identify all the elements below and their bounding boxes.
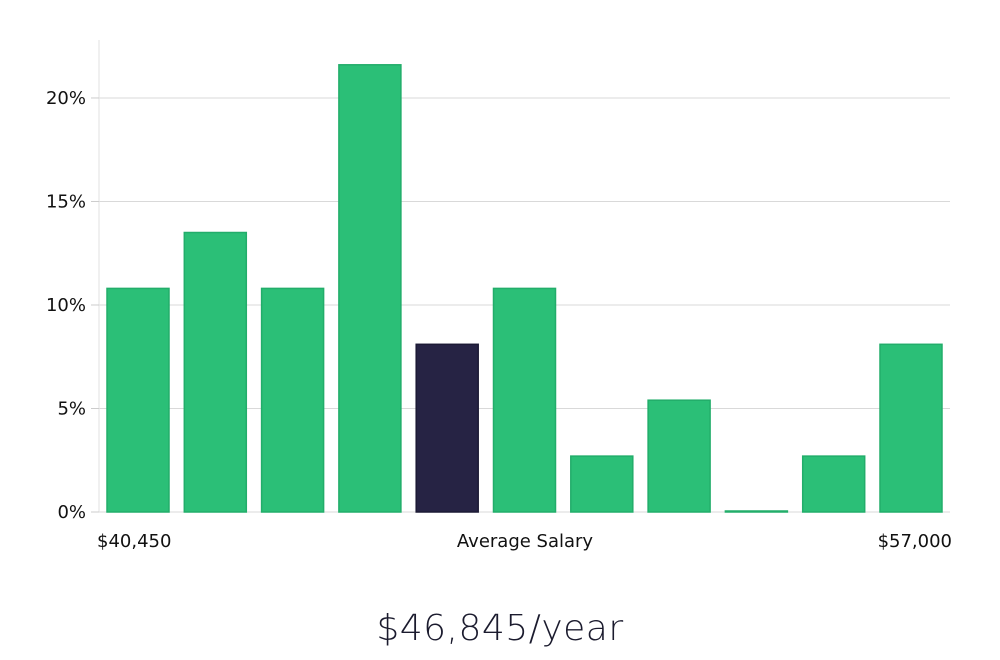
x-axis-title: Average Salary [457,531,594,552]
y-tick-label: 10% [46,295,86,316]
y-tick-label: 15% [46,191,86,212]
bar-average-salary [415,343,479,513]
average-salary-value: $46,845/year [376,608,624,649]
y-axis-ticks: 0% 5% 10% 15% 20% [46,88,99,523]
bar [106,287,170,513]
y-tick-label: 0% [57,502,86,523]
y-tick-label: 20% [46,88,86,109]
x-axis-max-label: $57,000 [878,531,952,552]
bar [879,343,943,513]
bar [260,287,325,513]
bar [801,455,866,513]
bars [106,64,943,513]
bar [570,455,634,513]
y-tick-label: 5% [57,398,86,419]
bar [647,399,711,513]
x-axis-min-label: $40,450 [97,531,171,552]
bar [724,510,789,513]
salary-histogram: 0% 5% 10% 15% 20% $40,450 Average Salary $57… [46,40,952,552]
bar [183,231,248,513]
bar [338,64,402,513]
bar [492,287,557,513]
